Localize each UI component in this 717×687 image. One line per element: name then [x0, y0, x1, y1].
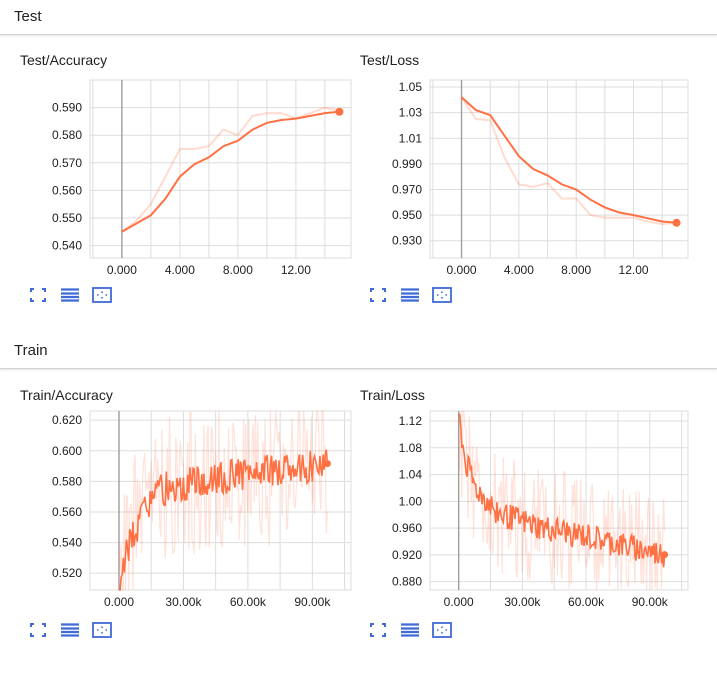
fit-domain-icon[interactable]: [432, 621, 452, 639]
x-tick-label: 0.000: [444, 595, 474, 609]
y-tick-label: 0.580: [52, 474, 82, 488]
plot-frame: [429, 79, 689, 259]
y-tick-label: 0.970: [392, 182, 422, 196]
x-tick-label: 0.000: [447, 263, 477, 277]
y-tick-label: 0.540: [52, 536, 82, 550]
y-tick-label: 1.01: [399, 131, 423, 145]
chart-train-accuracy[interactable]: 0.520 0.540 0.560 0.580 0.600 0.620 0.000 30.00…: [0, 387, 355, 622]
y-tick-label: 0.590: [52, 101, 82, 115]
y-tick-label: 0.560: [52, 183, 82, 197]
y-tick-label: 0.600: [52, 444, 82, 458]
chart-title: Test/Accuracy: [20, 52, 108, 68]
x-tick-label: 4.000: [165, 263, 195, 277]
data-table-icon[interactable]: [60, 286, 80, 304]
x-tick-label: 8.000: [561, 263, 591, 277]
chart-card-train-accuracy: Train/Accuracy 0.520 0.540 0.560 0.580 0.600…: [0, 387, 352, 687]
series-line-raw: [460, 96, 677, 226]
last-point-marker: [335, 107, 344, 116]
series-line-smoothed: [458, 413, 666, 568]
fit-domain-icon[interactable]: [432, 286, 452, 304]
x-tick-label: 30.00k: [504, 595, 541, 609]
y-tick-label: 0.950: [392, 208, 422, 222]
last-point-marker: [323, 460, 331, 468]
chart-toolbar: [368, 621, 452, 639]
plot-frame: [89, 79, 352, 259]
y-tick-label: 0.520: [52, 566, 82, 580]
chart-toolbar: [368, 286, 452, 304]
chart-toolbar: [28, 286, 112, 304]
series-line-raw: [121, 106, 340, 233]
chart-toolbar: [28, 621, 112, 639]
series-line-smoothed: [460, 96, 677, 224]
x-tick-label: 12.00: [619, 263, 649, 277]
plot-frame: [89, 410, 352, 591]
y-tick-label: 0.540: [52, 239, 82, 253]
x-tick-label: 90.00k: [294, 595, 331, 609]
section-title: Train: [14, 342, 48, 359]
section-header-train[interactable]: Train: [0, 334, 717, 369]
chart-title: Test/Loss: [360, 52, 420, 68]
data-table-icon[interactable]: [400, 286, 420, 304]
y-tick-label: 1.05: [399, 80, 423, 94]
series-line-raw: [118, 410, 328, 591]
y-tick-label: 0.960: [392, 521, 422, 535]
data-table-icon[interactable]: [60, 621, 80, 639]
y-tick-label: 1.08: [399, 441, 423, 455]
chart-card-train-loss: Train/Loss 0.880 0.920 0.960 1.00 1.04 1.08 1.…: [340, 387, 689, 687]
section-title: Test: [14, 8, 42, 25]
x-tick-label: 0.000: [104, 595, 134, 609]
chart-title: Train/Loss: [360, 387, 425, 403]
chart-card-test-loss: Test/Loss 0.930 0.950 0.970 0.990 1.01 1.03 1.…: [340, 52, 689, 352]
y-tick-label: 0.920: [392, 548, 422, 562]
y-tick-label: 0.550: [52, 211, 82, 225]
y-tick-label: 0.570: [52, 156, 82, 170]
chart-title: Train/Accuracy: [20, 387, 113, 403]
y-tick-label: 0.560: [52, 505, 82, 519]
chart-train-loss[interactable]: 0.880 0.920 0.960 1.00 1.04 1.08 1.12 0.000 30.0…: [340, 387, 695, 622]
x-tick-label: 30.00k: [165, 595, 202, 609]
fit-domain-icon[interactable]: [92, 621, 112, 639]
y-tick-label: 0.620: [52, 413, 82, 427]
y-tick-label: 1.12: [399, 414, 423, 428]
x-tick-label: 4.000: [504, 263, 534, 277]
y-tick-label: 0.880: [392, 575, 422, 589]
y-tick-label: 0.580: [52, 128, 82, 142]
x-tick-label: 60.00k: [568, 595, 605, 609]
y-tick-label: 1.03: [399, 106, 423, 120]
x-tick-label: 0.000: [107, 263, 137, 277]
series-line-smoothed: [121, 110, 340, 233]
y-tick-label: 0.930: [392, 234, 422, 248]
y-tick-label: 0.990: [392, 157, 422, 171]
last-point-marker: [672, 218, 681, 227]
chart-card-test-accuracy: Test/Accuracy 0.540 0.550 0.560 0.570 0.580 0…: [0, 52, 352, 352]
chart-test-accuracy[interactable]: 0.540 0.550 0.560 0.570 0.580 0.590 0.000 4.000…: [0, 52, 355, 287]
fullscreen-icon[interactable]: [28, 621, 48, 639]
fullscreen-icon[interactable]: [368, 286, 388, 304]
data-table-icon[interactable]: [400, 621, 420, 639]
section-header-test[interactable]: Test: [0, 0, 717, 35]
fullscreen-icon[interactable]: [368, 621, 388, 639]
fullscreen-icon[interactable]: [28, 286, 48, 304]
fit-domain-icon[interactable]: [92, 286, 112, 304]
plot-frame: [429, 410, 689, 591]
x-tick-label: 8.000: [223, 263, 253, 277]
chart-test-loss[interactable]: 0.930 0.950 0.970 0.990 1.01 1.03 1.05 0.000 4.0…: [340, 52, 695, 287]
y-tick-label: 1.00: [399, 494, 423, 508]
x-tick-label: 90.00k: [632, 595, 669, 609]
x-tick-label: 60.00k: [230, 595, 267, 609]
y-tick-label: 1.04: [399, 468, 423, 482]
last-point-marker: [661, 551, 669, 559]
series-line-smoothed: [119, 449, 329, 591]
x-tick-label: 12.00: [281, 263, 311, 277]
